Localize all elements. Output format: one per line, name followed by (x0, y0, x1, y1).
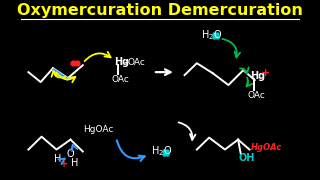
Text: OAc: OAc (128, 58, 145, 67)
Text: O: O (66, 150, 74, 159)
Text: OAc: OAc (248, 91, 266, 100)
Text: Oxymercuration Demercuration: Oxymercuration Demercuration (17, 3, 303, 18)
Text: OAc: OAc (112, 75, 130, 84)
Text: +: + (60, 159, 68, 169)
Text: Hg: Hg (114, 57, 130, 67)
Text: HgOAc: HgOAc (251, 143, 283, 152)
Text: H: H (54, 154, 61, 165)
Text: HgOAc: HgOAc (83, 125, 113, 134)
Text: H: H (71, 158, 79, 168)
Text: OH: OH (238, 154, 254, 163)
Text: –: – (123, 57, 128, 67)
Text: H$_2$O: H$_2$O (201, 28, 222, 42)
Text: +: + (261, 68, 270, 78)
Text: Hg: Hg (250, 71, 266, 81)
Text: H$_2$O: H$_2$O (151, 145, 172, 158)
